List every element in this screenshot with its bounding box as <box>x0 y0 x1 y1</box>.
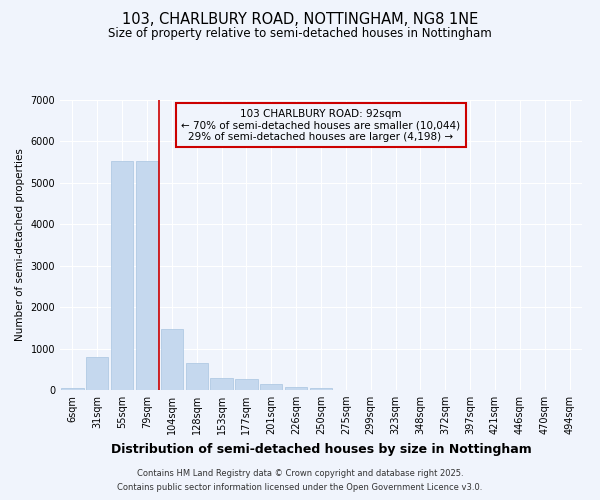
Bar <box>136 162 158 390</box>
Text: Contains public sector information licensed under the Open Government Licence v3: Contains public sector information licen… <box>118 484 482 492</box>
Bar <box>185 362 208 390</box>
Text: Size of property relative to semi-detached houses in Nottingham: Size of property relative to semi-detach… <box>108 28 492 40</box>
Text: 103 CHARLBURY ROAD: 92sqm
← 70% of semi-detached houses are smaller (10,044)
29%: 103 CHARLBURY ROAD: 92sqm ← 70% of semi-… <box>181 108 461 142</box>
Bar <box>310 388 332 390</box>
Text: Contains HM Land Registry data © Crown copyright and database right 2025.: Contains HM Land Registry data © Crown c… <box>137 468 463 477</box>
X-axis label: Distribution of semi-detached houses by size in Nottingham: Distribution of semi-detached houses by … <box>110 442 532 456</box>
Bar <box>111 161 133 390</box>
Bar <box>260 384 283 390</box>
Bar <box>61 388 83 390</box>
Bar <box>161 328 183 390</box>
Bar <box>211 378 233 390</box>
Bar <box>235 379 257 390</box>
Text: 103, CHARLBURY ROAD, NOTTINGHAM, NG8 1NE: 103, CHARLBURY ROAD, NOTTINGHAM, NG8 1NE <box>122 12 478 28</box>
Y-axis label: Number of semi-detached properties: Number of semi-detached properties <box>15 148 25 342</box>
Bar <box>285 386 307 390</box>
Bar <box>86 357 109 390</box>
